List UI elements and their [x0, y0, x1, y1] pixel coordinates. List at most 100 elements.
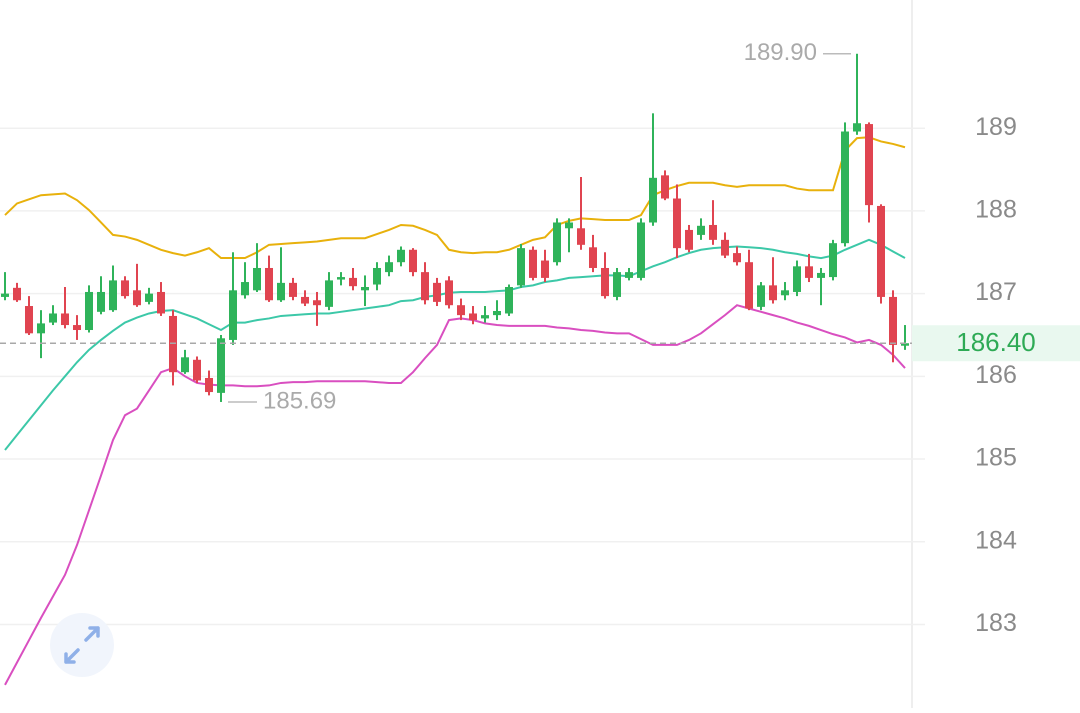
- band-line: [4, 136, 906, 260]
- candle-body: [565, 222, 573, 229]
- candle-body: [793, 266, 801, 292]
- candle-body: [37, 323, 45, 334]
- candle-body: [733, 253, 741, 263]
- candle-body: [13, 287, 21, 301]
- candle-body: [397, 249, 405, 263]
- candle-body: [805, 266, 813, 278]
- band-line: [4, 238, 906, 451]
- candle-body: [481, 315, 489, 319]
- candle-body: [265, 267, 273, 301]
- candle-body: [349, 277, 357, 287]
- band-line: [4, 304, 906, 686]
- candle-body: [841, 131, 849, 244]
- low-marker-label: 185.69: [263, 387, 336, 414]
- candle-body: [553, 222, 561, 263]
- candle-body: [169, 315, 177, 373]
- candle-body: [685, 229, 693, 250]
- candle-body: [385, 262, 393, 273]
- candle-body: [745, 262, 753, 309]
- last-price-badge: [912, 325, 1080, 362]
- candle-body: [649, 177, 657, 223]
- candle-body: [781, 290, 789, 296]
- candle-body: [301, 296, 309, 304]
- bands: [4, 136, 906, 686]
- candle-body: [49, 313, 57, 323]
- candle-body: [85, 291, 93, 331]
- expand-icon[interactable]: [64, 626, 100, 664]
- last-price-label: 186.40: [956, 327, 1036, 357]
- candle-body: [637, 222, 645, 278]
- candle-body: [877, 205, 885, 297]
- y-tick-label: 189: [975, 113, 1017, 141]
- candle-body: [529, 249, 537, 278]
- candle-body: [421, 272, 429, 301]
- candle-body: [277, 282, 285, 301]
- candle-body: [97, 291, 105, 312]
- y-tick-label: 186: [975, 361, 1017, 389]
- y-tick-label: 185: [975, 444, 1017, 472]
- candle-body: [505, 287, 513, 314]
- candle-body: [337, 277, 345, 280]
- candle-body: [829, 243, 837, 278]
- candle-body: [577, 228, 585, 245]
- grid: 183 184 185 186 187 188 189: [0, 113, 1017, 637]
- high-marker-label: 189.90: [744, 39, 817, 66]
- candle-body: [889, 296, 897, 345]
- candle-body: [661, 175, 669, 199]
- candle-body: [433, 282, 441, 302]
- candle-body: [445, 280, 453, 306]
- y-tick-label: 188: [975, 196, 1017, 224]
- candle-body: [1, 293, 9, 297]
- candle-body: [109, 280, 117, 311]
- candle-body: [217, 338, 225, 393]
- candle-body: [145, 293, 153, 302]
- candle-body: [697, 225, 705, 235]
- candle-body: [853, 123, 861, 132]
- expand-button-bg[interactable]: [50, 613, 114, 677]
- candle-body: [193, 359, 201, 381]
- candle-body: [133, 290, 141, 306]
- candle-body: [25, 306, 33, 334]
- expand-button[interactable]: [50, 613, 114, 677]
- candle-body: [289, 282, 297, 297]
- candle-body: [769, 285, 777, 301]
- candle-body: [61, 313, 69, 326]
- candle-body: [253, 267, 261, 291]
- candle-body: [325, 280, 333, 307]
- candle-body: [229, 290, 237, 340]
- overlay: 189.90 185.69 186.40: [0, 39, 1080, 414]
- candle-body: [817, 272, 825, 278]
- candle-body: [457, 305, 465, 316]
- candle-body: [205, 377, 213, 393]
- candle-body: [601, 267, 609, 297]
- candle-body: [721, 239, 729, 256]
- candle-body: [541, 260, 549, 278]
- candle-body: [409, 249, 417, 273]
- candle-body: [313, 300, 321, 306]
- candle-body: [73, 325, 81, 331]
- candle-body: [901, 343, 909, 346]
- candle-body: [493, 310, 501, 316]
- candle-body: [181, 357, 189, 373]
- y-tick-label: 183: [975, 609, 1017, 637]
- candle-body: [517, 248, 525, 286]
- candles: [1, 53, 909, 402]
- candle-body: [613, 272, 621, 297]
- y-tick-label: 187: [975, 278, 1017, 306]
- candle-body: [469, 313, 477, 321]
- candle-body: [709, 224, 717, 240]
- candle-body: [673, 198, 681, 249]
- candle-body: [121, 280, 129, 297]
- candle-body: [157, 291, 165, 314]
- y-tick-label: 184: [975, 526, 1017, 554]
- candle-body: [865, 124, 873, 206]
- candle-body: [589, 247, 597, 268]
- candle-body: [625, 272, 633, 278]
- candle-body: [361, 287, 369, 291]
- candle-body: [757, 285, 765, 307]
- candle-body: [373, 267, 381, 285]
- candle-body: [241, 282, 249, 296]
